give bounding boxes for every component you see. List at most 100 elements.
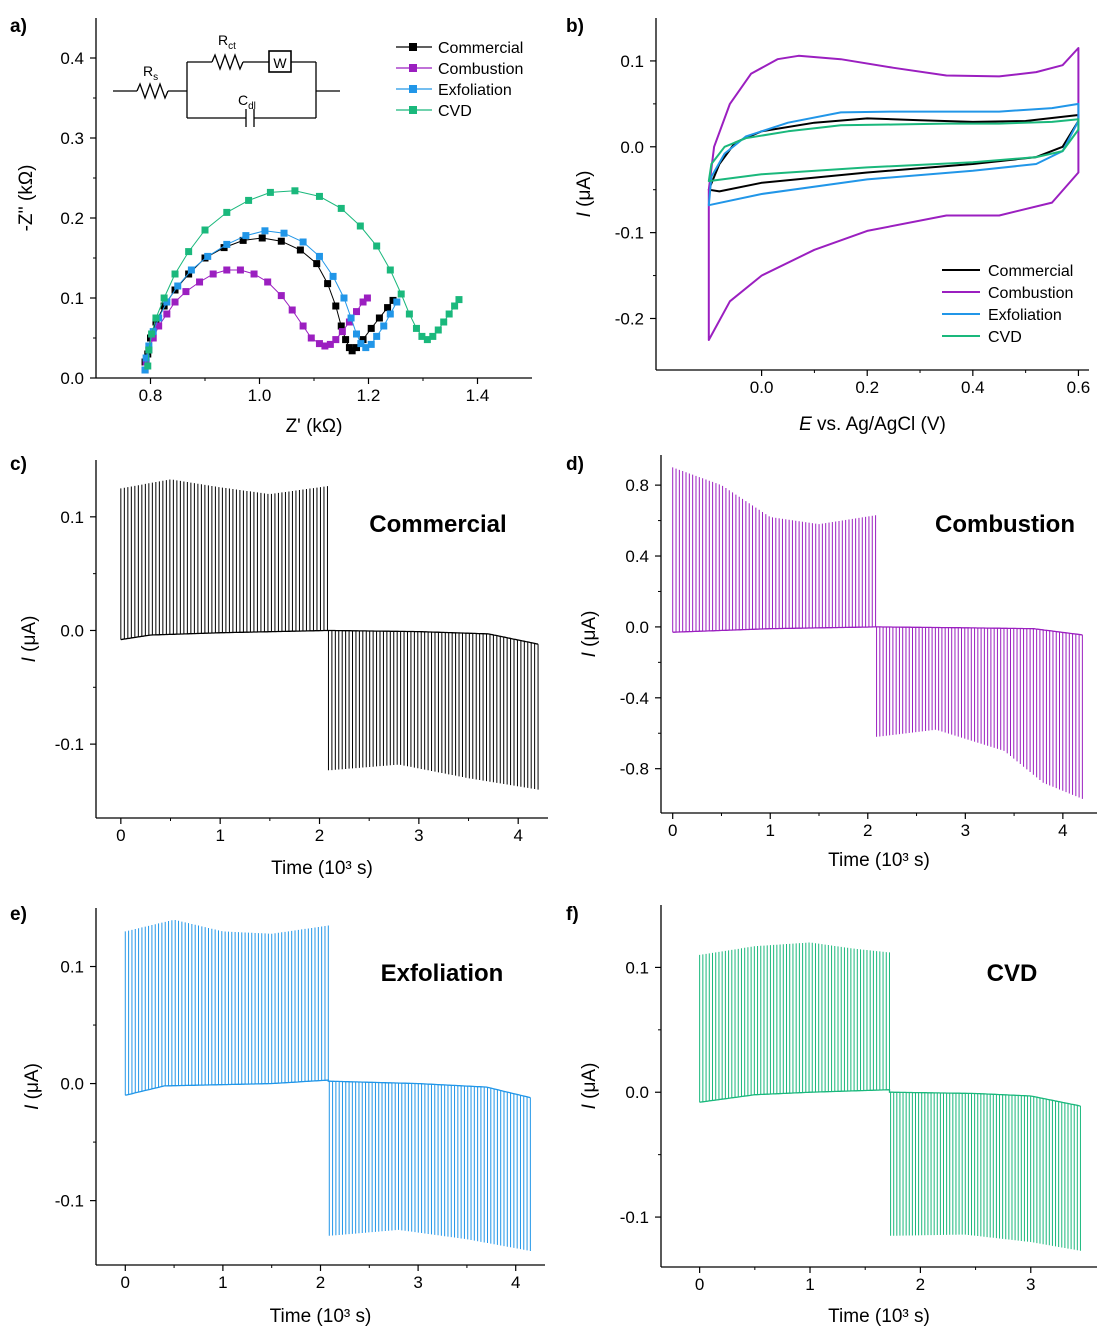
data-point xyxy=(152,318,160,326)
y-tick-label: -0.2 xyxy=(615,309,644,328)
y-tick-label: 0.1 xyxy=(620,52,644,71)
label-cdl-main: C xyxy=(238,92,248,108)
x-tick-label: 2 xyxy=(916,1275,925,1294)
current-spikes xyxy=(120,479,539,790)
x-tick-label: 2 xyxy=(863,821,872,840)
legend-marker xyxy=(409,64,417,72)
data-point xyxy=(451,302,459,310)
data-point xyxy=(353,330,361,338)
data-point xyxy=(345,318,353,326)
data-point xyxy=(342,336,350,344)
data-point xyxy=(405,310,413,318)
data-point xyxy=(182,288,190,296)
x-tick-label: 0 xyxy=(116,826,125,845)
legend-marker xyxy=(409,85,417,93)
data-point xyxy=(347,314,355,322)
data-point xyxy=(367,324,375,332)
data-point xyxy=(277,292,285,300)
panel-label: c) xyxy=(10,454,27,475)
y-tick-label: 0.0 xyxy=(625,618,649,637)
current-baseline xyxy=(120,629,539,645)
data-point xyxy=(264,278,272,286)
data-point xyxy=(171,270,179,278)
data-point xyxy=(321,342,329,350)
data-point xyxy=(155,322,163,330)
data-point xyxy=(324,280,332,288)
cv-loop-commercial xyxy=(707,114,1080,193)
x-tick-label: 4 xyxy=(511,1273,520,1292)
data-point xyxy=(375,314,383,322)
series-commercial xyxy=(141,234,397,374)
data-point xyxy=(445,310,453,318)
y-tick-label: -0.4 xyxy=(620,689,649,708)
y-tick-label: 0.1 xyxy=(60,958,84,977)
current-spikes xyxy=(699,942,1081,1251)
x-tick-label: 2 xyxy=(316,1273,325,1292)
x-tick-label: 1 xyxy=(805,1275,814,1294)
data-point xyxy=(299,322,307,330)
x-tick-label: 0.4 xyxy=(961,378,985,397)
label-cdl-sub: dl xyxy=(248,101,256,112)
data-point xyxy=(163,310,171,318)
data-point xyxy=(348,347,356,355)
data-point xyxy=(201,226,209,234)
label-rct-main: R xyxy=(218,32,228,48)
data-point xyxy=(141,366,149,374)
y-tick-label: 0.4 xyxy=(625,547,649,566)
y-axis-label-var: I xyxy=(574,211,595,217)
panel-e-chronoamperometry: e) 0 1 2 3 4 -0.1 0.0 0.1 I (μA) Time (10³ s) Exfol… xyxy=(10,904,545,1327)
plot-frame: 0 1 2 3 4 -0.1 0.0 0.1 xyxy=(55,460,548,845)
x-axis-label: Time (10³ s) xyxy=(271,858,373,879)
data-point xyxy=(393,298,401,306)
data-point xyxy=(299,238,307,246)
y-tick-label: -0.1 xyxy=(615,224,644,243)
panel-title: Exfoliation xyxy=(381,960,504,987)
label-rs: Rs xyxy=(143,63,158,83)
y-tick-label: 0.0 xyxy=(625,1083,649,1102)
x-axis-label: Time (10³ s) xyxy=(270,1306,372,1327)
data-point xyxy=(160,294,168,302)
data-point xyxy=(455,296,463,304)
data-point xyxy=(397,290,405,298)
legend: Commercial Combustion Exfoliation CVD xyxy=(396,40,523,120)
label-rct: Rct xyxy=(218,32,236,52)
y-tick-label: -0.8 xyxy=(620,760,649,779)
y-tick-label: 0.4 xyxy=(60,49,84,68)
x-tick-label: 0.0 xyxy=(750,378,774,397)
legend-label: Combustion xyxy=(988,285,1073,302)
panel-c-chronoamperometry: c) 0 1 2 3 4 -0.1 0.0 0.1 I (μA) Time (10³ s) Comme… xyxy=(10,454,548,879)
y-axis-label-var: I xyxy=(579,1103,600,1109)
data-point xyxy=(171,298,179,306)
x-tick-label: 0 xyxy=(668,821,677,840)
panel-b-cv: b) 0.0 0.2 0.4 0.6 -0.2 -0.1 0.0 0.1 I (μA) E vs. … xyxy=(566,16,1090,435)
y-tick-label: -0.1 xyxy=(620,1208,649,1227)
data-point xyxy=(144,362,152,370)
data-point xyxy=(266,188,274,196)
legend-marker xyxy=(409,43,417,51)
y-tick-label: 0.0 xyxy=(60,369,84,388)
data-point xyxy=(359,298,367,306)
x-tick-label: 3 xyxy=(1026,1275,1035,1294)
data-point xyxy=(326,340,334,348)
data-point xyxy=(353,344,361,352)
cv-loop-cvd xyxy=(707,118,1080,183)
data-point xyxy=(280,229,288,237)
data-point xyxy=(340,294,348,302)
data-point xyxy=(440,318,448,326)
panel-title: Commercial xyxy=(369,511,506,538)
x-axis-label: Z' (kΩ) xyxy=(286,416,343,437)
legend-label: Exfoliation xyxy=(988,307,1062,324)
resistor-rs xyxy=(136,82,169,100)
data-point xyxy=(152,314,160,322)
data-point xyxy=(332,336,340,344)
x-axis-label-unit: vs. Ag/AgCl (V) xyxy=(812,414,946,435)
label-cdl: Cdl xyxy=(238,92,256,112)
panel-label: e) xyxy=(10,904,27,925)
data-point xyxy=(313,260,321,268)
x-tick-label: 1 xyxy=(215,826,224,845)
legend-label: Commercial xyxy=(988,263,1073,280)
x-tick-label: 3 xyxy=(413,1273,422,1292)
data-point xyxy=(204,252,212,260)
data-point xyxy=(261,227,269,235)
